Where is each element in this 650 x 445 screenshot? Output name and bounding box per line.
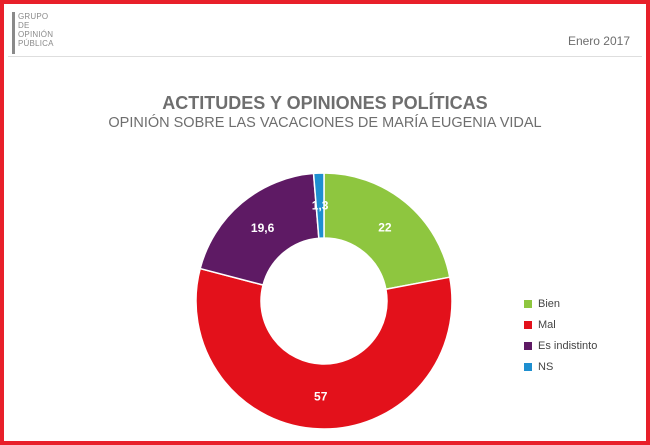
header-divider bbox=[8, 56, 642, 57]
data-label: 1,3 bbox=[312, 199, 329, 213]
logo-bar bbox=[12, 12, 15, 54]
donut-slice-ns bbox=[312, 172, 325, 240]
logo-line: PÚBLICA bbox=[18, 39, 54, 48]
data-label: 22 bbox=[378, 220, 392, 234]
logo-text: GRUPO DE OPINIÓN PÚBLICA bbox=[18, 12, 54, 48]
legend-label: Bien bbox=[538, 297, 561, 310]
legend-item-es-indistinto: Es indistinto bbox=[524, 335, 597, 356]
legend-item-ns: NS bbox=[524, 356, 597, 377]
chart-legend: Bien Mal Es indistinto NS bbox=[524, 293, 597, 377]
donut-chart: 22 57 19,6 1,3 bbox=[195, 172, 453, 430]
logo: GRUPO DE OPINIÓN PÚBLICA bbox=[12, 12, 72, 54]
legend-item-mal: Mal bbox=[524, 314, 597, 335]
legend-swatch bbox=[524, 341, 532, 350]
logo-line: OPINIÓN bbox=[18, 30, 54, 39]
legend-item-bien: Bien bbox=[524, 293, 597, 314]
date-label: Enero 2017 bbox=[567, 34, 630, 48]
donut-slice-es-indistinto bbox=[199, 172, 320, 286]
logo-line: GRUPO bbox=[18, 12, 49, 21]
chart-subtitle: OPINIÓN SOBRE LAS VACACIONES DE MARÍA EU… bbox=[108, 115, 542, 131]
legend-label: Mal bbox=[538, 318, 556, 331]
legend-swatch bbox=[524, 320, 532, 329]
legend-label: Es indistinto bbox=[538, 339, 598, 352]
data-label: 19,6 bbox=[251, 221, 275, 235]
chart-title: ACTITUDES Y OPINIONES POLÍTICAS bbox=[162, 93, 488, 113]
donut-slice-mal bbox=[195, 267, 453, 430]
logo-line: DE bbox=[18, 21, 30, 30]
data-label: 57 bbox=[314, 389, 328, 403]
legend-swatch bbox=[524, 299, 532, 308]
donut-slice-bien bbox=[323, 172, 451, 291]
legend-swatch bbox=[524, 362, 532, 371]
legend-label: NS bbox=[538, 360, 554, 373]
